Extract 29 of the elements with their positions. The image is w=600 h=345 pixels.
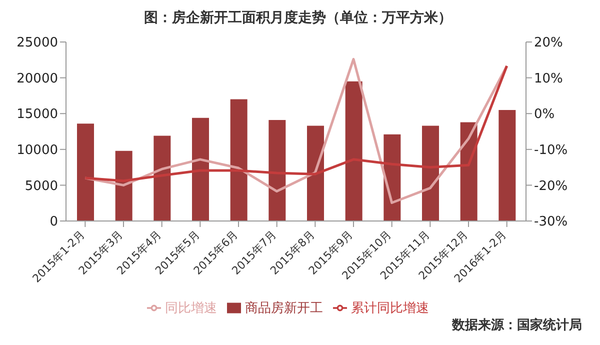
bar: [115, 150, 132, 221]
legend-label: 商品房新开工: [245, 301, 323, 316]
y2-tick-label: 0%: [534, 107, 555, 122]
bar: [230, 99, 248, 221]
legend-label: 同比增速: [165, 301, 217, 316]
y-tick-label: 15000: [16, 107, 58, 122]
bar: [498, 110, 516, 221]
source-note: 数据来源：国家统计局: [452, 316, 582, 334]
bar: [422, 126, 439, 221]
y-tick-label: 20000: [16, 71, 58, 86]
bar: [268, 120, 286, 221]
bar: [307, 126, 324, 221]
y2-tick-label: 10%: [534, 71, 563, 86]
bar: [192, 118, 209, 221]
y-tick-label: 25000: [16, 36, 58, 51]
y2-tick-label: -10%: [534, 143, 568, 158]
y-tick-label: 5000: [24, 178, 58, 194]
bar: [345, 81, 362, 221]
y-tick-label: 0: [50, 214, 58, 230]
bar: [460, 122, 478, 221]
y-tick-label: 10000: [16, 143, 58, 158]
y2-tick-label: -20%: [534, 178, 568, 194]
legend-label: 累计同比增速: [351, 301, 429, 316]
y2-tick-label: -30%: [534, 214, 568, 230]
line-series: [84, 64, 508, 182]
y2-tick-label: 20%: [534, 36, 563, 51]
bar: [154, 136, 171, 221]
chart-title: 图：房企新开工面积月度走势（单位：万平方米）: [143, 8, 453, 28]
bar: [77, 124, 94, 221]
